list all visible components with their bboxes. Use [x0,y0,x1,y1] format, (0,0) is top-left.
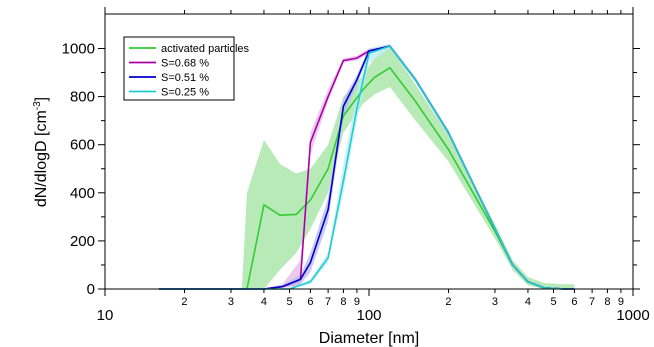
y-axis-title-close: ] [33,97,50,101]
y-tick-label: 400 [70,185,95,202]
series-line-0 [158,66,575,290]
x-minor-tick-label: 9 [618,296,624,308]
axis-ticks [98,7,640,296]
legend-label-0: activated particles [161,43,250,55]
x-minor-tick-label: 2 [445,296,451,308]
y-tick-label: 200 [70,233,95,250]
x-minor-tick-label: 7 [589,296,595,308]
band-0 [158,46,575,290]
series-line-3 [158,45,575,290]
y-axis-title-superscript: -3 [32,101,43,110]
x-minor-tick-label: 2 [181,296,187,308]
x-minor-tick-label: 6 [307,296,313,308]
y-tick-label: 0 [87,281,95,298]
series-lines [158,45,575,290]
x-minor-tick-label: 5 [550,296,556,308]
x-minor-tick-label: 4 [525,296,531,308]
legend-label-1: S=0.68 % [161,58,209,70]
y-axis-title: dN/dlogD [cm-3] [32,97,50,207]
y-tick-label: 1000 [62,41,95,58]
x-minor-tick-label: 7 [325,296,331,308]
x-tick-label: 100 [356,307,381,324]
y-tick-label: 800 [70,89,95,106]
legend-label-3: S=0.25 % [161,87,209,99]
y-tick-label: 600 [70,137,95,154]
x-tick-label: 10 [97,307,114,324]
x-minor-tick-label: 9 [354,296,360,308]
x-axis-title: Diameter [nm] [319,330,419,347]
x-tick-label: 1000 [616,307,649,324]
x-minor-tick-label: 5 [286,296,292,308]
x-minor-tick-label: 8 [340,296,346,308]
legend: activated particles S=0.68 % S=0.51 % S=0.2… [123,36,250,101]
x-minor-tick-label: 3 [228,296,234,308]
uncertainty-bands [158,43,575,290]
x-minor-tick-label: 4 [261,296,267,308]
x-minor-tick-label: 6 [571,296,577,308]
legend-label-2: S=0.51 % [161,72,209,84]
x-minor-tick-label: 8 [604,296,610,308]
x-minor-tick-label: 3 [492,296,498,308]
y-axis-title-text: dN/dlogD [cm [33,110,50,207]
